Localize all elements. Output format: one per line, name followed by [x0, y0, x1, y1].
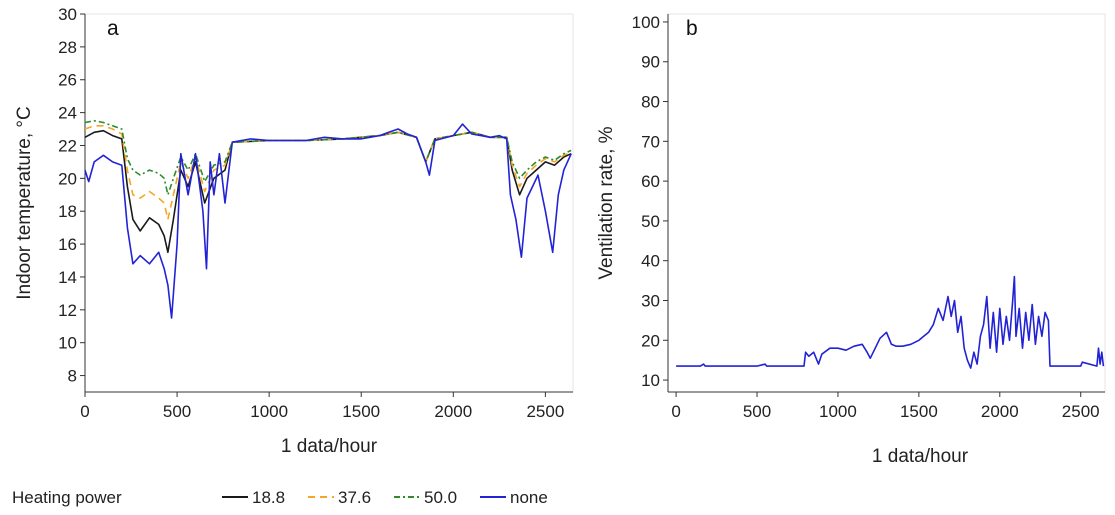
y-tick-label: 90	[641, 53, 660, 72]
ticks-a: 8 10 12 14 16 18 20 22 24 26 28 30 0 500 1000 1500 2000 2…	[58, 5, 564, 421]
x-tick-label: 2500	[1062, 402, 1100, 421]
plot-area-a	[85, 14, 573, 392]
y-tick-label: 80	[641, 93, 660, 112]
y-tick-label: 8	[68, 367, 77, 386]
x-tick-label: 2000	[434, 402, 472, 421]
y-tick-label: 30	[58, 5, 77, 24]
series-line-a-18-8	[84, 129, 572, 254]
panel-a: 8 10 12 14 16 18 20 22 24 26 28 30 0 500 1000 1500 2000 2…	[14, 5, 574, 457]
x-tick-label: 2000	[981, 402, 1019, 421]
series-line-a-37-6	[84, 125, 572, 221]
x-tick-label: 0	[671, 402, 680, 421]
series-a	[84, 120, 572, 319]
y-tick-label: 10	[58, 334, 77, 353]
y-tick-label: 10	[641, 371, 660, 390]
y-tick-label: 40	[641, 252, 660, 271]
series-b	[676, 275, 1105, 369]
y-axis-label-b: Ventilation rate, %	[596, 126, 617, 279]
legend-label: 50.0	[424, 488, 457, 507]
legend-title: Heating power	[12, 488, 122, 507]
series-line-b-none	[676, 275, 1105, 369]
panel-letter-b: b	[686, 17, 698, 40]
y-tick-label: 20	[641, 331, 660, 350]
series-line-a-none	[84, 123, 572, 319]
x-tick-label: 1000	[819, 402, 857, 421]
x-tick-label: 1500	[900, 402, 938, 421]
legend-label: 18.8	[252, 488, 285, 507]
x-tick-label: 500	[743, 402, 771, 421]
x-tick-label: 500	[163, 402, 191, 421]
x-tick-label: 1500	[342, 402, 380, 421]
panel-letter-a: a	[107, 17, 119, 40]
series-line-a-50-0	[84, 120, 572, 196]
y-tick-label: 12	[58, 301, 77, 320]
y-axis-label-a: Indoor temperature, °C	[14, 106, 35, 299]
legend-label: 37.6	[338, 488, 371, 507]
y-tick-label: 18	[58, 202, 77, 221]
y-tick-label: 16	[58, 235, 77, 254]
y-tick-label: 60	[641, 172, 660, 191]
legend: Heating power 18.8 37.6 50.0 none	[12, 488, 548, 507]
y-tick-label: 22	[58, 136, 77, 155]
y-tick-label: 14	[58, 268, 77, 287]
x-axis-label-a: 1 data/hour	[281, 436, 378, 457]
y-tick-label: 50	[641, 212, 660, 231]
y-tick-label: 24	[58, 104, 77, 123]
x-tick-label: 0	[80, 402, 89, 421]
x-tick-label: 1000	[250, 402, 288, 421]
y-tick-label: 20	[58, 169, 77, 188]
y-tick-label: 70	[641, 132, 660, 151]
plot-area-b	[668, 14, 1105, 392]
y-tick-label: 30	[641, 291, 660, 310]
y-tick-label: 28	[58, 38, 77, 57]
y-tick-label: 100	[632, 13, 660, 32]
legend-label: none	[510, 488, 548, 507]
x-axis-label-b: 1 data/hour	[872, 446, 969, 467]
x-tick-label: 2500	[526, 402, 564, 421]
y-tick-label: 26	[58, 71, 77, 90]
